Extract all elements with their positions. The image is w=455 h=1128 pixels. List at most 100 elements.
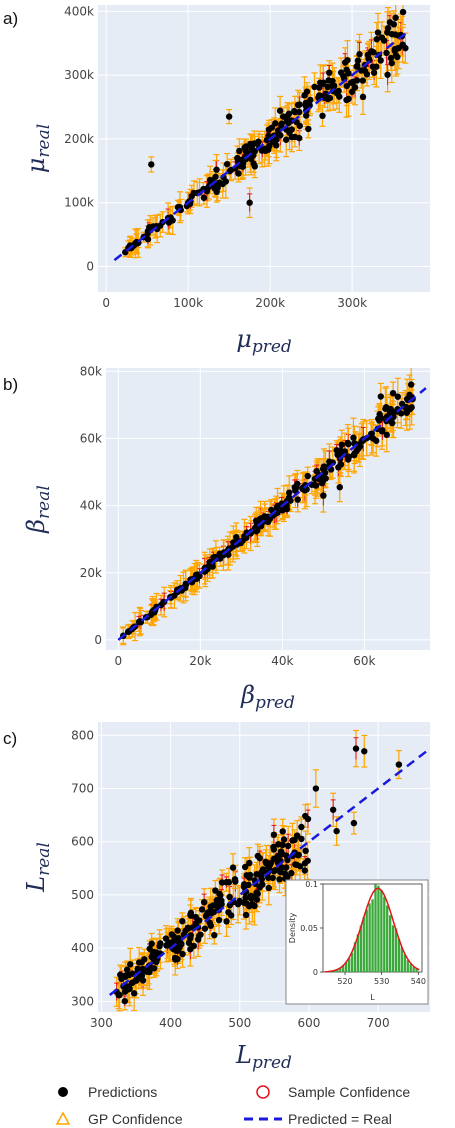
- data-layer: [117, 368, 427, 646]
- data-point: [358, 67, 365, 74]
- legend-predictions-marker: [58, 1087, 68, 1097]
- data-point: [128, 979, 136, 987]
- data-point: [256, 854, 264, 862]
- data-point: [276, 107, 284, 114]
- histogram-bar: [397, 938, 401, 972]
- data-point: [406, 391, 413, 399]
- histogram-bar: [391, 925, 395, 972]
- histogram-bar: [353, 942, 357, 972]
- data-point: [234, 900, 242, 908]
- data-point: [294, 480, 301, 488]
- x-axis-title: βpred: [240, 681, 295, 713]
- data-point: [274, 127, 282, 134]
- identity-line: [117, 387, 427, 641]
- y-tick-label: 500: [71, 888, 94, 902]
- data-layer: [113, 5, 409, 262]
- data-point: [284, 842, 292, 850]
- data-point: [392, 14, 399, 21]
- data-point: [203, 912, 210, 919]
- data-point: [246, 859, 253, 867]
- data-point: [356, 51, 363, 58]
- data-point: [293, 832, 301, 839]
- data-point: [319, 80, 327, 87]
- data-point: [179, 950, 186, 958]
- x-tick-label: 600: [298, 1016, 321, 1030]
- data-point: [359, 93, 367, 101]
- data-point: [304, 815, 312, 823]
- panel-tag: c): [3, 729, 17, 748]
- data-point: [286, 129, 293, 136]
- histogram-bar: [336, 969, 339, 972]
- data-point: [176, 944, 183, 951]
- data-point: [354, 57, 362, 64]
- data-point: [319, 112, 326, 119]
- data-point: [150, 965, 158, 972]
- data-point: [240, 881, 248, 888]
- data-point: [335, 87, 342, 95]
- data-point: [243, 872, 250, 879]
- data-layer: [108, 729, 430, 1012]
- data-point: [242, 911, 250, 919]
- data-point: [242, 894, 249, 901]
- data-point: [216, 890, 223, 898]
- y-tick-label: 400: [71, 941, 94, 955]
- data-point: [192, 913, 199, 921]
- data-point: [272, 120, 279, 127]
- inset-x-tick-label: 530: [374, 977, 389, 986]
- data-point: [338, 441, 345, 448]
- chart-panel-a: a) 0 100k 200k 300k 0 100k 200k 300k 400k μpred μre…: [3, 4, 430, 357]
- y-axis-title: βreal: [22, 485, 54, 534]
- data-point: [301, 867, 308, 874]
- histogram-bar: [409, 964, 412, 972]
- data-point: [249, 894, 257, 901]
- histogram-bar: [374, 884, 377, 972]
- histogram-bar: [386, 905, 389, 972]
- data-point: [165, 219, 173, 226]
- data-point: [135, 959, 143, 966]
- data-point: [207, 922, 215, 929]
- legend-sample-confidence-marker: [256, 1085, 270, 1099]
- data-point: [298, 835, 305, 843]
- data-point: [291, 107, 298, 115]
- data-point: [200, 194, 208, 201]
- data-point: [207, 903, 214, 910]
- data-point: [143, 968, 151, 975]
- data-point: [370, 49, 377, 56]
- data-point: [135, 618, 143, 626]
- data-point: [280, 113, 287, 120]
- x-tick-label: 500: [228, 1016, 251, 1030]
- histogram-bar: [371, 899, 374, 972]
- data-point: [386, 409, 394, 417]
- x-tick-label: 100k: [173, 296, 203, 310]
- inset-x-axis-title: L: [370, 993, 375, 1002]
- data-point: [122, 973, 129, 981]
- data-point: [304, 472, 311, 480]
- data-point: [296, 122, 303, 130]
- histogram-bar: [412, 966, 415, 972]
- data-point: [200, 898, 208, 906]
- data-point: [265, 884, 272, 892]
- data-point: [141, 956, 148, 963]
- data-point: [214, 184, 221, 191]
- y-axis-title: Lreal: [22, 842, 54, 893]
- data-point: [282, 136, 290, 143]
- data-point: [123, 966, 131, 973]
- data-point: [283, 505, 291, 513]
- data-point: [249, 142, 256, 149]
- data-point: [223, 160, 231, 168]
- inset-x-tick-label: 540: [411, 977, 426, 986]
- data-point: [272, 142, 280, 149]
- legend-gp-confidence-label: GP Confidence: [88, 1111, 183, 1127]
- data-point: [359, 77, 366, 84]
- data-point: [233, 533, 240, 541]
- data-point: [209, 563, 216, 570]
- y-axis-title: μreal: [22, 124, 54, 173]
- data-point: [285, 110, 293, 117]
- data-point: [278, 850, 286, 857]
- x-tick-label: 0: [114, 654, 122, 668]
- data-point: [298, 823, 305, 831]
- data-point: [182, 582, 189, 589]
- x-tick-label: 300k: [337, 296, 367, 310]
- data-point: [402, 44, 409, 52]
